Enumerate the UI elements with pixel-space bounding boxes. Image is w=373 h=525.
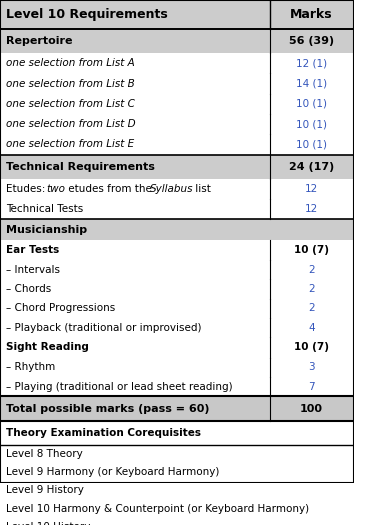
Text: Level 9 Harmony (or Keyboard Harmony): Level 9 Harmony (or Keyboard Harmony) [6,467,220,477]
Text: Musicianship: Musicianship [6,225,88,235]
Text: one selection from List E: one selection from List E [6,140,135,150]
Text: 7: 7 [308,382,315,392]
Text: 12: 12 [305,204,318,214]
Bar [0,500,354,518]
Text: Theory Examination Corequisites: Theory Examination Corequisites [6,428,201,438]
Text: 56 (39): 56 (39) [289,36,334,46]
Text: – Intervals: – Intervals [6,265,60,275]
Text: – Chords: – Chords [6,284,51,294]
Bar [0,358,354,377]
Text: Level 10 Harmony & Counterpoint (or Keyboard Harmony): Level 10 Harmony & Counterpoint (or Keyb… [6,504,310,514]
Text: Technical Tests: Technical Tests [6,204,84,214]
Text: – Playing (traditional or lead sheet reading): – Playing (traditional or lead sheet rea… [6,382,233,392]
Text: Total possible marks (pass = 60): Total possible marks (pass = 60) [6,404,210,414]
Text: one selection from List C: one selection from List C [6,99,135,109]
Text: 10 (7): 10 (7) [294,342,329,352]
Bar [0,396,354,422]
Text: 10 (1): 10 (1) [296,99,327,109]
Text: 10 (1): 10 (1) [296,140,327,150]
Text: 2: 2 [308,284,315,294]
Text: Sight Reading: Sight Reading [6,342,89,352]
Text: one selection from List D: one selection from List D [6,119,136,129]
Text: 14 (1): 14 (1) [296,79,327,89]
Bar [0,179,354,199]
Bar [0,0,354,29]
Bar [0,377,354,396]
Text: 2: 2 [308,303,315,313]
Text: 3: 3 [308,362,315,372]
Bar [0,240,354,260]
Text: Marks: Marks [290,8,333,21]
Bar [0,481,354,500]
Text: Technical Requirements: Technical Requirements [6,162,155,172]
Bar [0,445,354,463]
Text: one selection from List A: one selection from List A [6,58,135,68]
Bar [0,29,354,53]
Text: Level 9 History: Level 9 History [6,486,84,496]
Bar [0,279,354,299]
Text: – Rhythm: – Rhythm [6,362,56,372]
Bar [0,299,354,318]
Bar [0,134,354,155]
Bar [0,518,354,525]
Text: 24 (17): 24 (17) [289,162,334,172]
Text: 10 (7): 10 (7) [294,245,329,255]
Text: Level 10 History: Level 10 History [6,522,91,525]
Text: – Playback (traditional or improvised): – Playback (traditional or improvised) [6,323,202,333]
Text: Etudes:: Etudes: [6,184,49,194]
Bar [0,337,354,358]
Text: Level 8 Theory: Level 8 Theory [6,449,83,459]
Bar [0,219,354,240]
Text: one selection from List B: one selection from List B [6,79,135,89]
Bar [0,463,354,481]
Text: Ear Tests: Ear Tests [6,245,60,255]
Bar [0,74,354,94]
Text: 12 (1): 12 (1) [296,58,327,68]
Bar [0,199,354,219]
Bar [0,155,354,179]
Text: 10 (1): 10 (1) [296,119,327,129]
Bar [0,318,354,337]
Text: etudes from the: etudes from the [65,184,155,194]
Text: Repertoire: Repertoire [6,36,73,46]
Bar [0,422,354,445]
Text: 2: 2 [308,265,315,275]
Text: – Chord Progressions: – Chord Progressions [6,303,116,313]
Text: 100: 100 [300,404,323,414]
Text: Syllabus: Syllabus [150,184,194,194]
Text: Level 10 Requirements: Level 10 Requirements [6,8,168,21]
Text: list: list [192,184,210,194]
Text: 4: 4 [308,323,315,333]
Bar [0,94,354,114]
Text: two: two [47,184,66,194]
Bar [0,260,354,279]
Text: 12: 12 [305,184,318,194]
Bar [0,53,354,74]
Bar [0,114,354,134]
